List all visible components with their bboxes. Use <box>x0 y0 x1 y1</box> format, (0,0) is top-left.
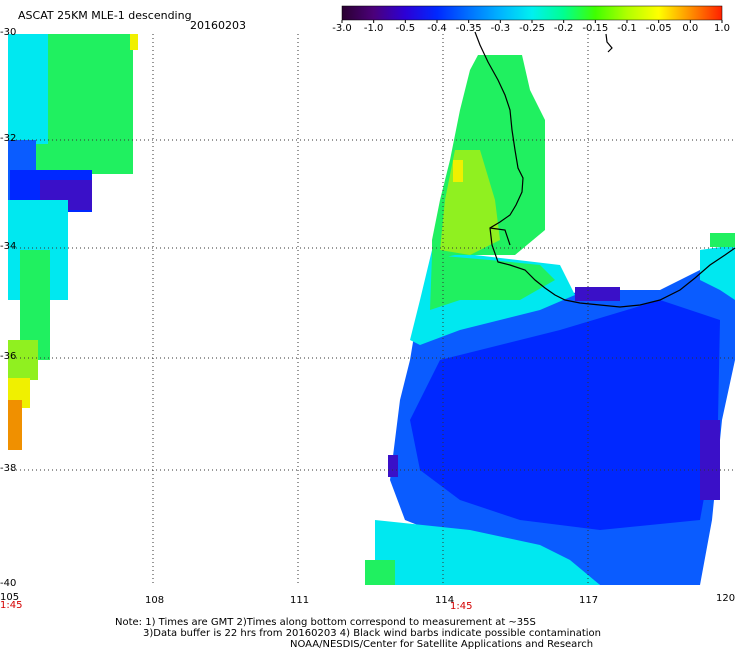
colorbar-tick-label: -0.2 <box>553 23 574 34</box>
coastline-southwest <box>489 227 511 246</box>
lat-label: -34 <box>0 241 17 252</box>
colorbar-tick-label: -0.1 <box>617 23 637 34</box>
swath-east-green-sw <box>365 560 395 585</box>
lat-label: -38 <box>0 463 17 474</box>
swath-east-violet-3 <box>388 455 398 477</box>
lon-label: 105 <box>0 592 20 603</box>
lon-label: 120 <box>716 593 736 604</box>
swath-east-green-ne <box>710 233 735 247</box>
time-label-west: 1:45 <box>0 600 23 611</box>
map-title: ASCAT 25KM MLE-1 descending <box>18 9 192 22</box>
swath-east-green-south <box>430 255 555 310</box>
lon-label: 108 <box>145 595 165 606</box>
swath-east-yellow <box>453 160 463 182</box>
swath-east-deep-blue <box>410 300 720 530</box>
colorbar-tick-label: -0.4 <box>427 23 447 34</box>
lat-label: -36 <box>0 351 17 362</box>
colorbar-tick-label: -0.05 <box>645 23 672 34</box>
swath-west-lime <box>8 340 38 380</box>
swath-east <box>365 31 736 585</box>
time-label-east: 1:45 <box>450 601 473 612</box>
swath-east-cyan-east <box>700 245 735 300</box>
colorbar <box>341 5 723 23</box>
lat-label: -40 <box>0 578 17 589</box>
note-line-1: Note: 1) Times are GMT 2)Times along bot… <box>115 617 536 628</box>
lat-label: -30 <box>0 27 17 38</box>
note-line-3: NOAA/NESDIS/Center for Satellite Applica… <box>290 639 594 650</box>
colorbar-tick-label: -0.15 <box>582 23 609 34</box>
colorbar-tick-label: 1.0 <box>714 23 730 34</box>
swath-east-violet-1 <box>575 287 620 301</box>
lon-label: 117 <box>579 595 599 606</box>
colorbar-tick-label: -0.35 <box>455 23 482 34</box>
swath-east-violet-2 <box>700 420 720 500</box>
lon-label: 114 <box>435 595 455 606</box>
coastline <box>474 31 736 308</box>
swath-east-cyan-south <box>375 520 600 585</box>
lon-label: 111 <box>290 595 310 606</box>
colorbar-gradient <box>341 5 723 21</box>
swath-west-yellow-top <box>130 34 138 50</box>
swath-west-cyan-top <box>8 34 48 144</box>
colorbar-tick-label: -3.0 <box>332 23 352 34</box>
lat-label: -32 <box>0 133 17 144</box>
note-line-2: 3)Data buffer is 22 hrs from 20160203 4)… <box>143 628 601 639</box>
colorbar-tick-label: -0.25 <box>519 23 545 34</box>
map-date: 20160203 <box>190 19 246 32</box>
coastline-north-fragment <box>605 33 613 53</box>
colorbar-tick-label: -1.0 <box>363 23 384 34</box>
colorbar-tick-label: 0.0 <box>682 23 699 34</box>
colorbar-tick-label: -0.3 <box>490 23 511 34</box>
swath-west-orange <box>8 400 22 450</box>
colorbar-tick-label: -0.5 <box>395 23 416 34</box>
swath-west <box>8 34 138 450</box>
